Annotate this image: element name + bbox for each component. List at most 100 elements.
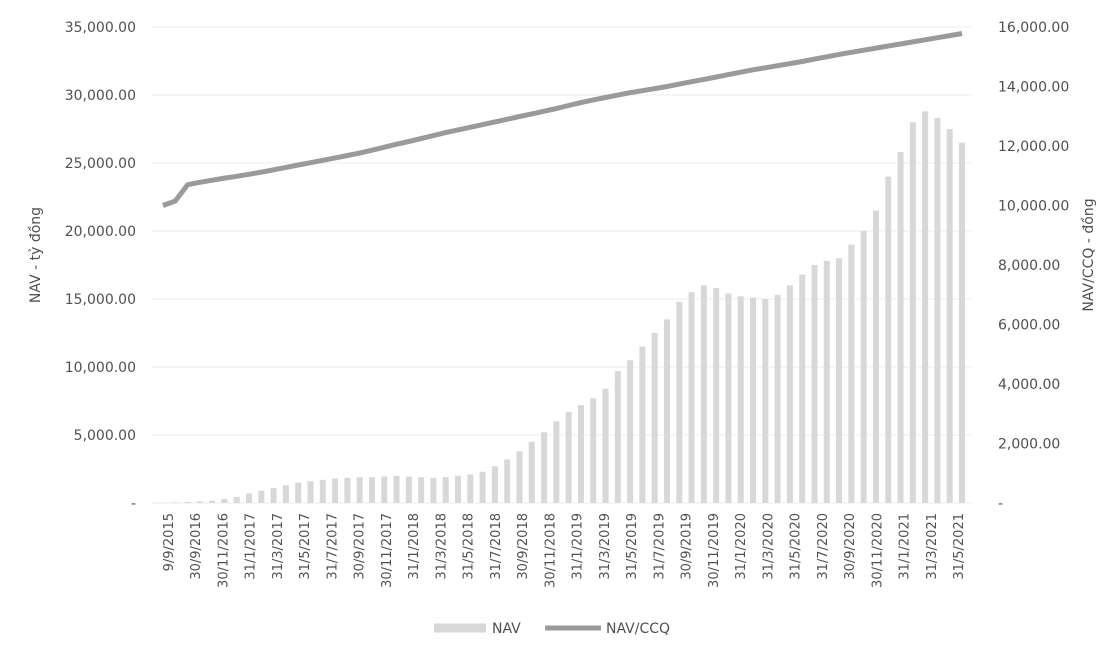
left-axis-ticks: - 5,000.00 10,000.00 15,000.00 20,000.00 25,0…: [65, 20, 136, 512]
legend-nav-ccq-label: NAV/CCQ: [606, 621, 670, 637]
right-tick-label: 8,000.00: [998, 258, 1060, 274]
x-tick-label: 31/3/2020: [761, 513, 776, 580]
x-tick-label: 31/5/2020: [789, 513, 804, 580]
nav-bar: [897, 152, 904, 503]
nav-bar: [307, 481, 314, 503]
nav-bar: [368, 477, 375, 503]
nav-bar: [565, 411, 572, 503]
x-tick-label: 31/3/2017: [271, 513, 286, 580]
x-tick-label: 31/7/2018: [489, 513, 504, 580]
nav-bar: [332, 478, 339, 503]
x-tick-label: 31/1/2018: [407, 513, 422, 580]
nav-bar: [172, 502, 179, 503]
left-tick-label: -: [131, 496, 136, 512]
left-tick-label: 20,000.00: [65, 224, 136, 240]
left-tick-label: 25,000.00: [65, 156, 136, 172]
x-tick-label: 31/3/2018: [434, 513, 449, 580]
nav-bar: [209, 500, 216, 503]
nav-bar: [405, 476, 412, 503]
x-tick-label: 31/1/2017: [244, 513, 259, 580]
nav-bar: [516, 451, 523, 503]
x-tick-label: 30/9/2020: [843, 513, 858, 580]
right-tick-label: 14,000.00: [998, 80, 1069, 96]
nav-bar: [455, 475, 462, 503]
nav-bar: [774, 294, 781, 503]
nav-bar: [196, 501, 203, 503]
x-tick-label: 31/3/2019: [598, 513, 613, 580]
nav-bar: [418, 477, 425, 503]
nav-bar: [528, 441, 535, 503]
x-tick-label: 31/5/2017: [298, 513, 313, 580]
nav-bar: [184, 501, 191, 503]
nav-bar: [651, 333, 658, 503]
nav-bar: [270, 488, 277, 503]
left-tick-label: 35,000.00: [65, 20, 136, 36]
left-tick-label: 15,000.00: [65, 292, 136, 308]
nav-bar: [922, 111, 929, 503]
nav-bar: [381, 476, 388, 503]
nav-ccq-line: [162, 31, 963, 208]
nav-bar: [872, 210, 879, 503]
x-tick-label: 31/5/2021: [952, 513, 967, 580]
legend: NAV NAV/CCQ: [434, 621, 670, 637]
nav-bar: [627, 360, 634, 503]
gridlines: [152, 26, 972, 504]
right-tick-label: -: [998, 496, 1003, 512]
nav-bar: [344, 477, 351, 503]
nav-bar: [836, 258, 843, 503]
nav-bar: [467, 474, 474, 503]
nav-bar: [614, 371, 621, 503]
nav-bar: [823, 260, 830, 503]
legend-nav-label: NAV: [492, 621, 521, 637]
nav-bar: [737, 296, 744, 503]
nav-bar: [688, 292, 695, 503]
nav-bar: [491, 466, 498, 503]
nav-bar: [246, 493, 253, 503]
x-tick-label: 30/11/2016: [217, 513, 232, 588]
right-axis-ticks: - 2,000.00 4,000.00 6,000.00 8,000.00 10,000.…: [998, 20, 1069, 512]
x-tick-label: 30/9/2018: [516, 513, 531, 580]
right-axis-title: NAV/CCQ - đồng: [1080, 198, 1097, 311]
nav-bar: [700, 285, 707, 503]
nav-bar: [541, 432, 548, 503]
left-tick-label: 30,000.00: [65, 88, 136, 104]
nav-bar: [725, 293, 732, 503]
x-tick-label: 30/11/2020: [870, 513, 885, 588]
left-tick-label: 5,000.00: [74, 428, 136, 444]
nav-bar: [786, 285, 793, 503]
x-tick-label: 31/5/2018: [462, 513, 477, 580]
x-tick-label: 31/7/2019: [652, 513, 667, 580]
nav-bar: [393, 475, 400, 503]
nav-bar: [799, 274, 806, 503]
nav-bar: [946, 129, 953, 503]
nav-bar: [860, 231, 867, 503]
x-tick-label: 31/5/2019: [625, 513, 640, 580]
x-tick-label: 31/1/2021: [898, 513, 913, 580]
nav-bar: [762, 299, 769, 503]
nav-bar: [663, 319, 670, 503]
nav-bar: [577, 405, 584, 503]
right-tick-label: 16,000.00: [998, 20, 1069, 36]
x-tick-label: 30/11/2017: [380, 513, 395, 588]
nav-bar: [750, 297, 757, 503]
nav-bar: [356, 477, 363, 503]
right-tick-label: 12,000.00: [998, 139, 1069, 155]
nav-bar: [639, 346, 646, 503]
right-tick-label: 10,000.00: [998, 199, 1069, 215]
x-tick-label: 31/1/2020: [734, 513, 749, 580]
x-tick-label: 31/1/2019: [571, 513, 586, 580]
nav-bar: [233, 496, 240, 503]
nav-bar: [553, 421, 560, 503]
nav-bar: [319, 479, 326, 503]
nav-bar: [282, 485, 289, 503]
nav-bar: [885, 176, 892, 503]
x-tick-label: 30/11/2019: [707, 513, 722, 588]
nav-bar: [848, 244, 855, 503]
right-tick-label: 4,000.00: [998, 377, 1060, 393]
nav-bars: [160, 111, 965, 504]
nav-bar: [258, 490, 265, 503]
nav-bar: [959, 142, 965, 503]
x-tick-label: 30/9/2019: [680, 513, 695, 580]
x-tick-label: 9/9/2015: [162, 513, 177, 571]
